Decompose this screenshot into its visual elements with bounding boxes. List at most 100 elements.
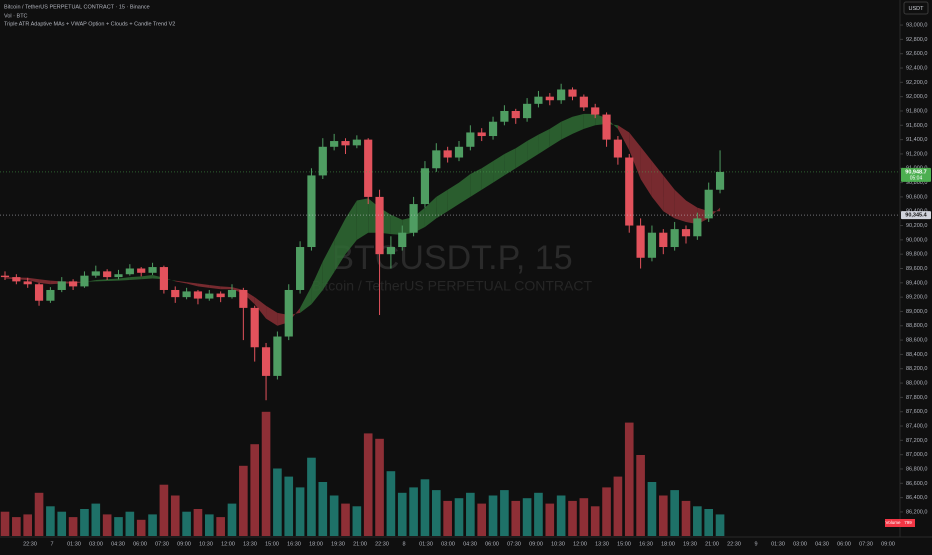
ma-cloud — [538, 128, 550, 154]
candle-body — [103, 271, 112, 278]
candle-body — [375, 196, 384, 255]
candle-body — [693, 218, 702, 237]
x-tick-label: 03:00 — [89, 541, 103, 547]
ma-cloud — [561, 116, 573, 140]
volume-bar — [239, 465, 248, 536]
y-tick-label: 93,000,0 — [906, 23, 927, 29]
volume-bar — [102, 514, 112, 536]
ma-cloud — [527, 134, 539, 162]
ma-cloud — [322, 239, 335, 290]
volume-bar — [522, 498, 532, 536]
ma-cloud — [39, 279, 51, 285]
volume-bar — [284, 476, 294, 536]
y-tick-label: 88,400,0 — [906, 352, 927, 358]
currency-label[interactable]: USDT — [909, 6, 925, 12]
y-tick-label: 87,400,0 — [906, 423, 927, 429]
volume-bar — [613, 476, 623, 536]
y-tick-label: 92,400,0 — [906, 65, 927, 71]
price-tag — [901, 211, 931, 220]
y-tick-label: 92,600,0 — [906, 51, 927, 57]
currency-button[interactable] — [903, 1, 929, 15]
candle-body — [659, 232, 668, 248]
price-tag-label: 90,948.7 — [905, 169, 926, 175]
candle-body — [557, 89, 566, 101]
candle-body — [216, 293, 225, 298]
y-tick-label: 90,200,0 — [906, 223, 927, 229]
watermark-subtitle: Bitcoin / TetherUS PERPETUAL CONTRACT — [312, 278, 593, 294]
volume-bar — [636, 455, 645, 536]
ma-cloud — [436, 189, 448, 219]
y-tick-label: 89,000,0 — [906, 309, 927, 315]
x-tick-label: 10:30 — [199, 541, 213, 547]
ma-cloud — [129, 276, 142, 280]
volume-bar — [500, 490, 509, 536]
candle-body — [307, 175, 316, 248]
ma-cloud — [209, 284, 221, 290]
candle-body — [511, 110, 520, 119]
price-tag-label: 90,345.4 — [905, 213, 927, 219]
ma-cloud — [334, 218, 346, 273]
y-tick-label: 86,800,0 — [906, 466, 927, 472]
y-tick-label: 88,800,0 — [906, 323, 927, 329]
volume-bar — [386, 471, 396, 536]
volume-bar — [182, 511, 191, 536]
volume-bar — [715, 514, 725, 536]
volume-bar — [477, 503, 487, 536]
ma-cloud — [356, 198, 369, 240]
x-tick-label: 21:00 — [353, 541, 367, 547]
x-tick-label: 03:00 — [793, 541, 807, 547]
volume-bar — [318, 482, 328, 536]
y-tick-label: 86,200,0 — [906, 509, 927, 515]
watermark: BTCUSDT.P, 15 — [331, 239, 572, 277]
candle-body — [500, 110, 509, 122]
x-tick-label: 8 — [402, 541, 405, 547]
volume-bar — [670, 490, 679, 536]
x-tick-label: 04:30 — [463, 541, 477, 547]
candle-body — [579, 96, 588, 108]
y-tick-label: 90,000,0 — [906, 237, 927, 243]
x-tick-label: 22:30 — [375, 541, 389, 547]
y-tick-label: 88,200,0 — [906, 366, 927, 372]
y-tick-label: 91,200,0 — [906, 151, 927, 157]
x-tick-label: 22:30 — [727, 541, 741, 547]
x-tick-label: 01:30 — [67, 541, 81, 547]
y-tick-label: 92,000,0 — [906, 94, 927, 100]
volume-tag-value: 799 — [904, 520, 912, 525]
volume-bar — [227, 503, 237, 536]
volume-bar — [170, 495, 180, 536]
volume-bar — [193, 509, 203, 536]
y-tick-label: 91,400,0 — [906, 137, 927, 143]
candle-body — [205, 293, 214, 299]
volume-bar — [295, 487, 305, 536]
candle-body — [704, 189, 713, 219]
candle-body — [46, 289, 55, 301]
volume-bar — [454, 498, 464, 536]
candle-body — [148, 267, 157, 273]
x-tick-label: 22:30 — [23, 541, 37, 547]
candle-body — [454, 146, 464, 158]
ma-cloud — [186, 282, 198, 287]
volume-tag-box — [901, 519, 915, 527]
ma-cloud — [572, 113, 584, 134]
volume-bar — [420, 479, 430, 536]
candle-body — [159, 267, 168, 290]
x-tick-label: 12:00 — [221, 541, 235, 547]
volume-bar — [534, 492, 543, 536]
volume-bar — [556, 495, 566, 536]
candle-body — [23, 281, 32, 285]
ma-cloud — [640, 146, 652, 197]
candle-body — [137, 268, 146, 273]
y-tick-label: 89,800,0 — [906, 252, 927, 258]
volume-bar — [579, 498, 589, 536]
volume-bar — [80, 509, 89, 536]
x-tick-label: 07:30 — [155, 541, 169, 547]
candle-body — [182, 291, 191, 298]
x-tick-label: 09:00 — [177, 541, 191, 547]
candle-body — [352, 139, 361, 146]
x-tick-label: 16:30 — [287, 541, 301, 547]
x-tick-label: 04:30 — [111, 541, 125, 547]
ma-cloud — [300, 286, 312, 313]
ma-cloud — [629, 132, 641, 179]
volume-title: Vol · BTC — [4, 13, 28, 19]
